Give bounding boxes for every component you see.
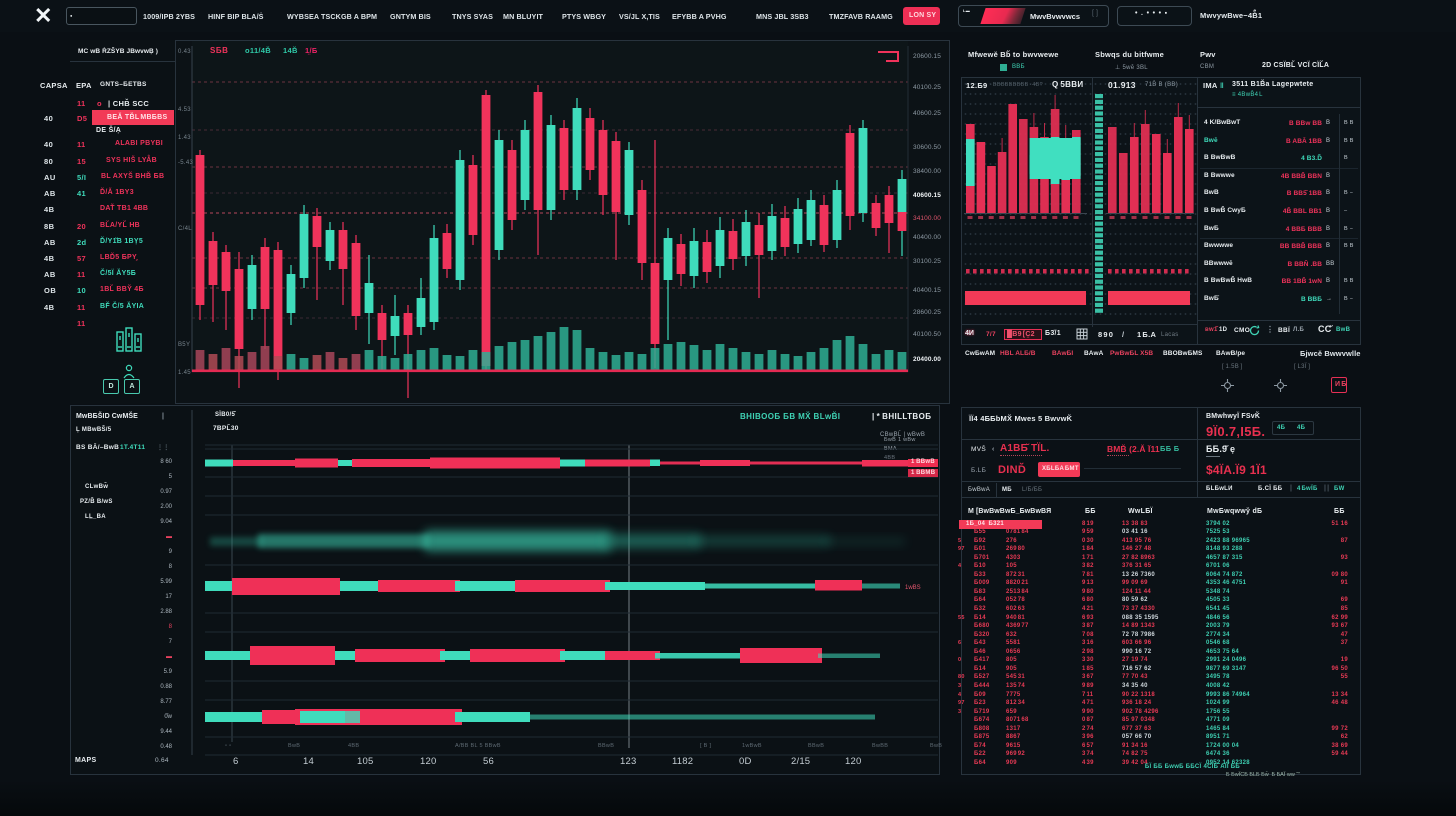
svg-text:1wBS: 1wBS bbox=[905, 585, 921, 591]
